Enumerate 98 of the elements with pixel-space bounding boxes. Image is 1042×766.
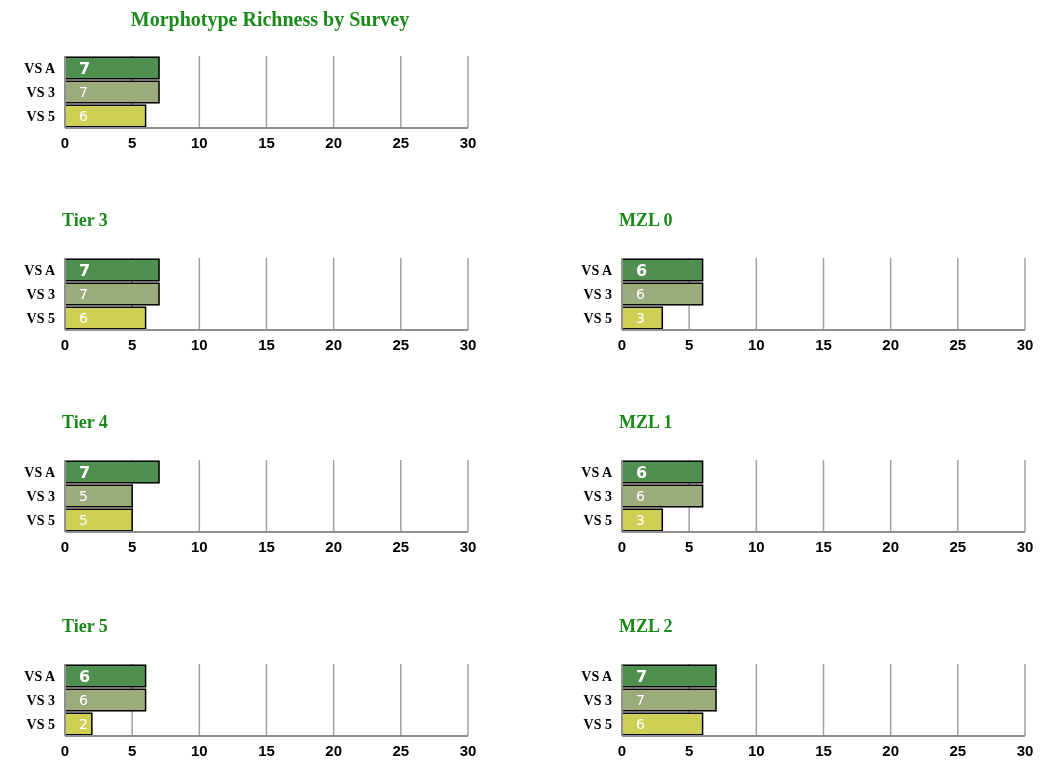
y-tick-label: VS A — [24, 465, 56, 481]
x-tick-label: 10 — [190, 336, 208, 353]
y-tick-label: VS A — [581, 465, 613, 481]
chart-title: Tier 4 — [62, 412, 108, 432]
x-tick-label: 15 — [258, 538, 275, 555]
x-tick-label: 30 — [459, 742, 477, 759]
x-tick-label: 0 — [60, 134, 70, 151]
y-tick-label: VS A — [24, 263, 56, 279]
data-label: 6 — [636, 286, 645, 303]
data-label: 7 — [79, 260, 91, 280]
y-tick-label: VS A — [24, 61, 56, 77]
data-label: 6 — [636, 488, 645, 505]
y-tick-label: VS 3 — [26, 693, 55, 709]
y-tick-label: VS 3 — [583, 693, 612, 709]
data-label: 5 — [79, 488, 88, 505]
x-tick-label: 20 — [325, 336, 343, 353]
x-tick-label: 15 — [815, 538, 832, 555]
data-label: 6 — [79, 666, 91, 686]
x-tick-label: 30 — [1016, 336, 1034, 353]
data-label: 6 — [79, 108, 88, 125]
x-tick-label: 0 — [617, 336, 627, 353]
data-label: 7 — [636, 666, 648, 686]
data-label: 6 — [636, 462, 648, 482]
x-tick-label: 20 — [325, 134, 343, 151]
chart-title: Tier 5 — [62, 616, 108, 636]
chart-title: MZL 1 — [619, 412, 673, 432]
x-tick-label: 0 — [617, 538, 627, 555]
x-tick-label: 20 — [882, 538, 900, 555]
y-tick-label: VS A — [24, 669, 56, 685]
x-tick-label: 10 — [747, 538, 765, 555]
data-label: 3 — [636, 512, 645, 529]
chart-title: Morphotype Richness by Survey — [130, 8, 410, 31]
x-tick-label: 20 — [882, 336, 900, 353]
x-tick-label: 20 — [325, 538, 343, 555]
x-tick-label: 0 — [60, 742, 70, 759]
data-label: 7 — [79, 286, 88, 303]
y-tick-label: VS 5 — [26, 311, 55, 327]
x-tick-label: 25 — [949, 538, 967, 555]
x-tick-label: 15 — [815, 742, 832, 759]
x-tick-label: 30 — [459, 134, 477, 151]
data-label: 5 — [79, 512, 88, 529]
y-tick-label: VS 3 — [26, 85, 55, 101]
x-tick-label: 25 — [392, 134, 410, 151]
data-label: 2 — [79, 716, 88, 733]
y-tick-label: VS 3 — [26, 489, 55, 505]
x-tick-label: 25 — [392, 742, 410, 759]
x-tick-label: 30 — [1016, 742, 1034, 759]
x-tick-label: 10 — [190, 134, 208, 151]
data-label: 7 — [79, 58, 91, 78]
x-tick-label: 25 — [949, 336, 967, 353]
data-label: 6 — [79, 310, 88, 327]
y-tick-label: VS 3 — [583, 287, 612, 303]
x-tick-label: 25 — [392, 336, 410, 353]
x-tick-label: 20 — [325, 742, 343, 759]
data-label: 6 — [636, 716, 645, 733]
chart-title: MZL 0 — [619, 210, 673, 230]
y-tick-label: VS 5 — [26, 717, 55, 733]
y-tick-label: VS 3 — [583, 489, 612, 505]
y-tick-label: VS 5 — [583, 717, 612, 733]
x-tick-label: 20 — [882, 742, 900, 759]
chart-title: MZL 2 — [619, 616, 673, 636]
x-tick-label: 30 — [459, 336, 477, 353]
x-tick-label: 25 — [392, 538, 410, 555]
y-tick-label: VS A — [581, 669, 613, 685]
y-tick-label: VS 5 — [583, 311, 612, 327]
x-tick-label: 5 — [684, 336, 694, 353]
data-label: 6 — [636, 260, 648, 280]
y-tick-label: VS 5 — [583, 513, 612, 529]
x-tick-label: 15 — [258, 742, 275, 759]
x-tick-label: 10 — [747, 336, 765, 353]
y-tick-label: VS 5 — [26, 109, 55, 125]
x-tick-label: 10 — [190, 538, 208, 555]
y-tick-label: VS 5 — [26, 513, 55, 529]
x-tick-label: 5 — [127, 742, 137, 759]
x-tick-label: 5 — [127, 538, 137, 555]
x-tick-label: 30 — [459, 538, 477, 555]
x-tick-label: 30 — [1016, 538, 1034, 555]
x-tick-label: 0 — [617, 742, 627, 759]
x-tick-label: 5 — [684, 742, 694, 759]
x-tick-label: 5 — [127, 336, 137, 353]
x-tick-label: 5 — [684, 538, 694, 555]
x-tick-label: 15 — [258, 336, 275, 353]
x-tick-label: 25 — [949, 742, 967, 759]
data-label: 6 — [79, 692, 88, 709]
x-tick-label: 15 — [815, 336, 832, 353]
x-tick-label: 15 — [258, 134, 275, 151]
data-label: 3 — [636, 310, 645, 327]
data-label: 7 — [79, 84, 88, 101]
y-tick-label: VS A — [581, 263, 613, 279]
chart-title: Tier 3 — [62, 210, 108, 230]
x-tick-label: 10 — [190, 742, 208, 759]
data-label: 7 — [636, 692, 645, 709]
x-tick-label: 10 — [747, 742, 765, 759]
x-tick-label: 0 — [60, 336, 70, 353]
y-tick-label: VS 3 — [26, 287, 55, 303]
x-tick-label: 0 — [60, 538, 70, 555]
data-label: 7 — [79, 462, 91, 482]
x-tick-label: 5 — [127, 134, 137, 151]
